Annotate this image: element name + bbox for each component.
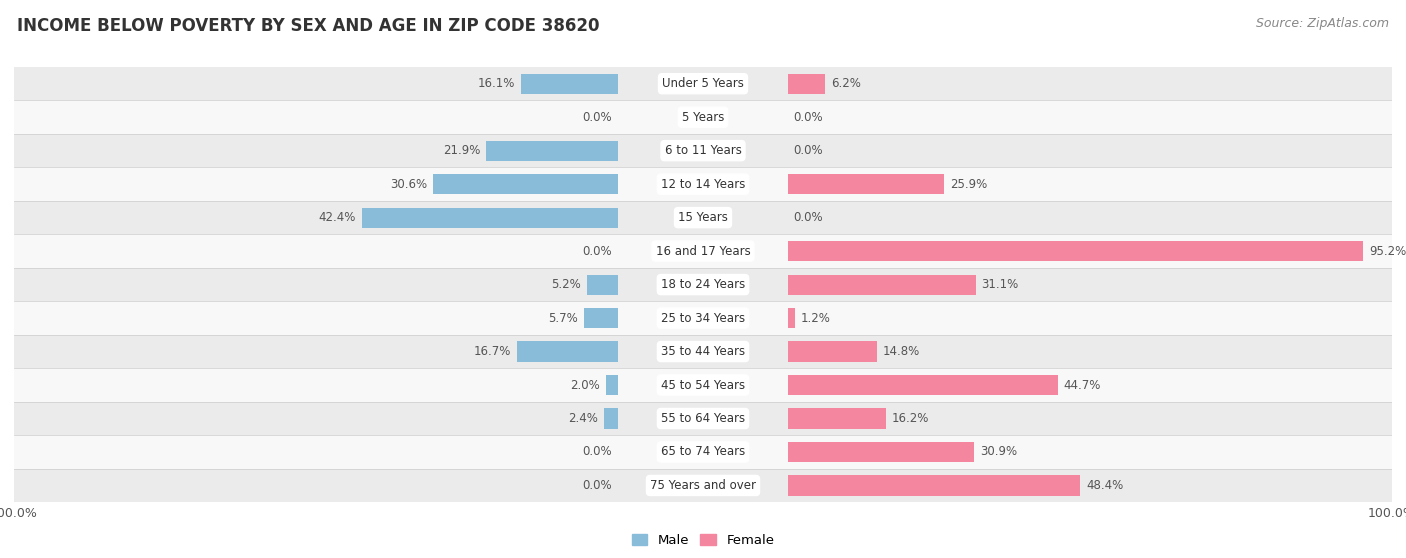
- Text: 44.7%: 44.7%: [1064, 378, 1101, 392]
- Text: 0.0%: 0.0%: [793, 211, 824, 224]
- Text: 0.0%: 0.0%: [793, 144, 824, 157]
- Bar: [583, 308, 619, 328]
- Bar: [517, 341, 619, 362]
- Text: 2.4%: 2.4%: [568, 412, 598, 425]
- Text: 0.0%: 0.0%: [582, 244, 613, 258]
- Bar: [605, 408, 619, 429]
- Text: Under 5 Years: Under 5 Years: [662, 77, 744, 90]
- Text: 21.9%: 21.9%: [443, 144, 479, 157]
- Bar: [14, 100, 1392, 134]
- Text: 42.4%: 42.4%: [319, 211, 356, 224]
- Bar: [787, 174, 945, 194]
- Text: 25.9%: 25.9%: [950, 177, 987, 191]
- Bar: [787, 241, 1362, 261]
- Text: 15 Years: 15 Years: [678, 211, 728, 224]
- Bar: [14, 268, 1392, 301]
- Text: 95.2%: 95.2%: [1369, 244, 1406, 258]
- Text: 30.9%: 30.9%: [980, 445, 1018, 459]
- Bar: [787, 375, 1057, 395]
- Text: 5.7%: 5.7%: [548, 311, 578, 325]
- Text: 65 to 74 Years: 65 to 74 Years: [661, 445, 745, 459]
- Text: 0.0%: 0.0%: [582, 445, 613, 459]
- Bar: [14, 201, 1392, 234]
- Text: Source: ZipAtlas.com: Source: ZipAtlas.com: [1256, 17, 1389, 30]
- Text: 30.6%: 30.6%: [391, 177, 427, 191]
- Bar: [14, 402, 1392, 435]
- Bar: [787, 308, 794, 328]
- Bar: [787, 275, 976, 295]
- Text: 75 Years and over: 75 Years and over: [650, 479, 756, 492]
- Text: 55 to 64 Years: 55 to 64 Years: [661, 412, 745, 425]
- Bar: [787, 475, 1080, 496]
- Text: 0.0%: 0.0%: [582, 479, 613, 492]
- Text: 35 to 44 Years: 35 to 44 Years: [661, 345, 745, 358]
- Text: 5.2%: 5.2%: [551, 278, 581, 291]
- Text: 12 to 14 Years: 12 to 14 Years: [661, 177, 745, 191]
- Bar: [522, 74, 619, 94]
- Text: 6.2%: 6.2%: [831, 77, 860, 90]
- Text: 0.0%: 0.0%: [793, 110, 824, 124]
- Text: 6 to 11 Years: 6 to 11 Years: [665, 144, 741, 157]
- Bar: [606, 375, 619, 395]
- Bar: [14, 234, 1392, 268]
- Text: 0.0%: 0.0%: [582, 110, 613, 124]
- Text: 14.8%: 14.8%: [883, 345, 921, 358]
- Bar: [787, 408, 886, 429]
- Legend: Male, Female: Male, Female: [626, 528, 780, 552]
- Text: 16.7%: 16.7%: [474, 345, 512, 358]
- Text: 18 to 24 Years: 18 to 24 Years: [661, 278, 745, 291]
- Text: 16.1%: 16.1%: [478, 77, 515, 90]
- Text: 16.2%: 16.2%: [891, 412, 929, 425]
- Bar: [787, 74, 825, 94]
- Bar: [14, 435, 1392, 469]
- Bar: [433, 174, 619, 194]
- Text: INCOME BELOW POVERTY BY SEX AND AGE IN ZIP CODE 38620: INCOME BELOW POVERTY BY SEX AND AGE IN Z…: [17, 17, 599, 35]
- Text: 25 to 34 Years: 25 to 34 Years: [661, 311, 745, 325]
- Text: 1.2%: 1.2%: [801, 311, 831, 325]
- Bar: [14, 134, 1392, 167]
- Bar: [14, 167, 1392, 201]
- Bar: [14, 301, 1392, 335]
- Bar: [14, 469, 1392, 502]
- Bar: [486, 141, 619, 161]
- Text: 48.4%: 48.4%: [1087, 479, 1123, 492]
- Text: 45 to 54 Years: 45 to 54 Years: [661, 378, 745, 392]
- Text: 16 and 17 Years: 16 and 17 Years: [655, 244, 751, 258]
- Text: 5 Years: 5 Years: [682, 110, 724, 124]
- Bar: [14, 368, 1392, 402]
- Bar: [363, 208, 619, 228]
- Bar: [14, 67, 1392, 100]
- Bar: [14, 335, 1392, 368]
- Text: 31.1%: 31.1%: [981, 278, 1019, 291]
- Text: 2.0%: 2.0%: [571, 378, 600, 392]
- Bar: [586, 275, 619, 295]
- Bar: [787, 442, 974, 462]
- Bar: [787, 341, 877, 362]
